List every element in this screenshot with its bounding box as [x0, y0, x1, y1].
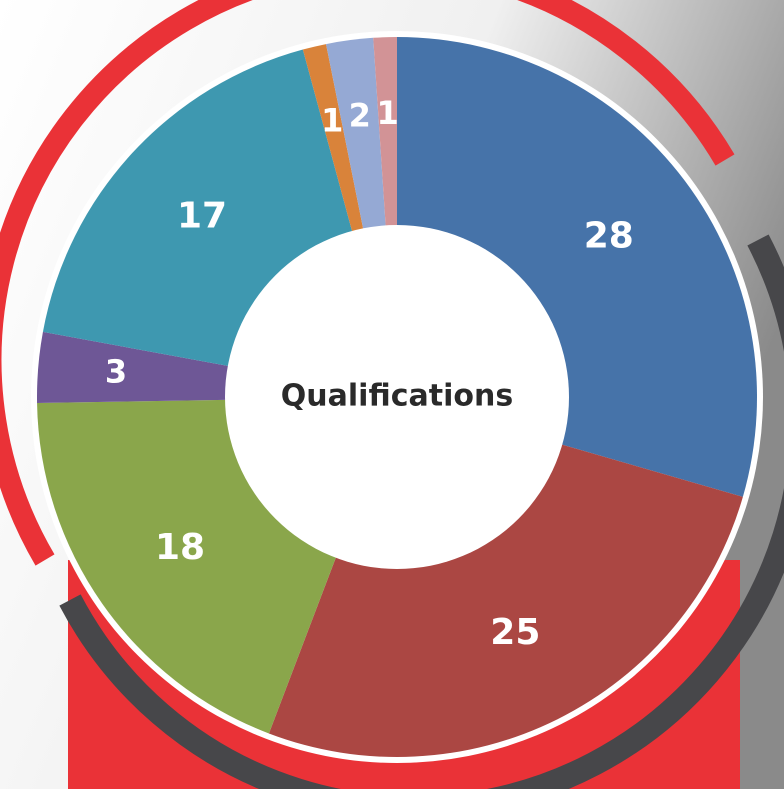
data-label: 1 [377, 94, 399, 132]
data-label: 1 [321, 102, 343, 140]
data-label: 17 [177, 196, 227, 237]
center-title: Qualifications [281, 379, 513, 414]
data-label: 18 [155, 527, 205, 568]
data-label: 2 [349, 96, 371, 134]
data-label: 28 [584, 216, 634, 257]
red-arc [0, 0, 735, 566]
donut-hole [225, 225, 569, 569]
dark-arc [59, 234, 784, 789]
data-label: 3 [105, 353, 127, 391]
data-label: 25 [490, 612, 540, 653]
